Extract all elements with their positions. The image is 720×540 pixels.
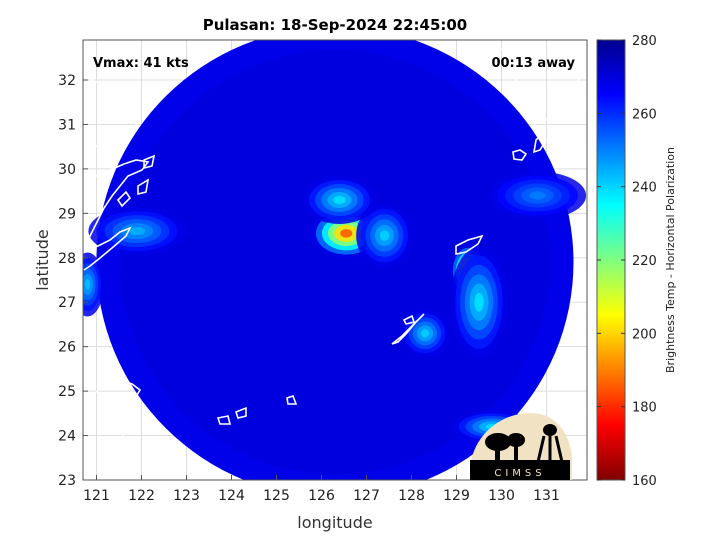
- coastline-kyushu: [485, 43, 587, 125]
- y-tick-label: 23: [58, 473, 76, 489]
- logo-dish-1-stand: [495, 446, 500, 462]
- colorbar-label: Brightness Temp - Horizontal Polarizatio…: [664, 147, 677, 373]
- y-axis-label: latitude: [33, 229, 52, 290]
- logo-band: [470, 460, 570, 480]
- colorbar-tick-label: 220: [632, 254, 657, 269]
- y-tick-label: 32: [58, 73, 76, 89]
- tb-feature: [488, 171, 587, 220]
- coastline-taiwan: [83, 379, 142, 480]
- y-tick-label: 31: [58, 117, 76, 133]
- logo-text: CIMSS: [494, 468, 545, 479]
- tb-feature: [88, 207, 186, 256]
- tb-contour: [529, 191, 546, 200]
- x-tick-label: 129: [443, 488, 470, 504]
- plot-frame: [82, 39, 588, 481]
- island-tokara: [116, 154, 156, 208]
- x-tick-label: 125: [263, 488, 290, 504]
- island-tanegashima: [512, 149, 528, 161]
- tb-contour: [420, 329, 430, 338]
- tb-contour: [333, 196, 346, 204]
- y-tick-label: 24: [58, 429, 76, 445]
- tb-contour: [379, 230, 390, 241]
- x-ticks: 121 122 123 124 125 126 127 128 129 130 131: [83, 475, 560, 504]
- tb-feature: [400, 309, 450, 358]
- tb-contour: [474, 292, 484, 312]
- logo-dish-2: [507, 433, 525, 447]
- y-tick-label: 28: [58, 251, 76, 267]
- logo-dish-1: [485, 433, 511, 451]
- x-tick-label: 130: [488, 488, 515, 504]
- plot-area: 121 122 123 124 125 126 127 128 129 130 131 23 24 25…: [58, 39, 588, 504]
- time-away-annotation: 00:13 away: [491, 56, 575, 71]
- coastline-china-south: [83, 226, 132, 271]
- island-ishigaki: [216, 406, 247, 425]
- island-amami: [455, 234, 484, 255]
- tb-feature: [83, 252, 104, 317]
- x-tick-label: 122: [128, 488, 155, 504]
- colorbar-tick-label: 240: [632, 181, 657, 196]
- colorbar-tick-label: 160: [632, 474, 657, 489]
- y-tick-label: 25: [58, 384, 76, 400]
- tb-feature: [450, 246, 508, 359]
- x-tick-label: 121: [83, 488, 110, 504]
- island-miyako: [286, 394, 298, 405]
- tb-contour: [84, 279, 91, 290]
- y-tick-label: 29: [58, 206, 76, 222]
- tb-contour: [128, 227, 146, 236]
- cimss-logo: CIMSS: [470, 412, 572, 480]
- tb-feature: [303, 176, 376, 224]
- colorbar-tick-label: 200: [632, 327, 657, 342]
- coastline-china-mid: [83, 159, 150, 245]
- x-tick-label: 127: [353, 488, 380, 504]
- swath-texture: [120, 50, 550, 475]
- swath: [83, 40, 587, 480]
- y-tick-label: 30: [58, 162, 76, 178]
- x-tick-label: 124: [218, 488, 245, 504]
- tb-contour: [340, 229, 353, 238]
- chart-title: Pulasan: 18-Sep-2024 22:45:00: [203, 16, 468, 34]
- colorbar: 160 180 200 220 240 260 280 Brightness Temp - …: [596, 34, 677, 489]
- colorbar-tick-label: 260: [632, 107, 657, 122]
- x-tick-label: 123: [173, 488, 200, 504]
- tb-feature: [356, 203, 413, 268]
- colorbar-scale: [596, 39, 626, 481]
- logo-dish-2-stand: [514, 444, 518, 460]
- y-tick-label: 26: [58, 340, 76, 356]
- coastlines: [83, 43, 587, 480]
- colorbar-tick-label: 180: [632, 401, 657, 416]
- vmax-annotation: Vmax: 41 kts: [93, 56, 189, 71]
- y-tick-label: 27: [58, 295, 76, 311]
- swath-disc: [96, 40, 574, 480]
- island-yakushima: [532, 132, 547, 154]
- x-tick-label: 128: [398, 488, 425, 504]
- logo-tower-legs: [536, 435, 564, 463]
- x-tick-label: 126: [308, 488, 335, 504]
- island-okinawa: [391, 313, 425, 345]
- logo-tower-top: [543, 424, 557, 436]
- x-tick-label: 131: [533, 488, 560, 504]
- colorbar-ticks: 160 180 200 220 240 260 280: [597, 34, 657, 489]
- colorbar-tick-label: 280: [632, 34, 657, 49]
- island-okinawa-small: [402, 314, 416, 325]
- y-ticks: 23 24 25 26 27 28 29 30 31 32: [58, 73, 88, 489]
- x-axis-label: longitude: [297, 513, 372, 532]
- coastline-china-north: [83, 75, 140, 163]
